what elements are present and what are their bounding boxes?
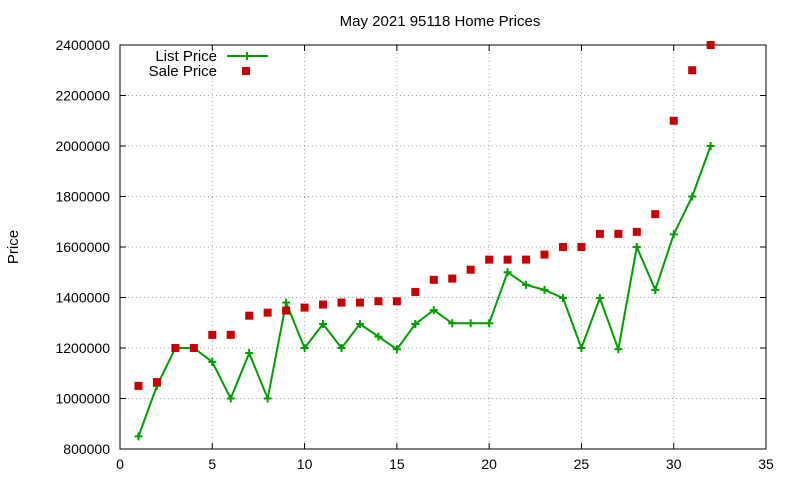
sale-price-point — [411, 287, 420, 296]
list-price-point — [208, 357, 217, 366]
sale-price-point — [263, 308, 272, 317]
sale-price-point — [558, 243, 567, 251]
legend: List Price Sale Price — [149, 48, 268, 80]
x-tick-label: 5 — [208, 456, 216, 472]
sale-price-point — [706, 41, 715, 49]
x-tick-labels: 0 5 10 15 20 25 30 35 — [116, 456, 774, 472]
sale-price-point — [392, 297, 401, 306]
list-price-point — [632, 243, 641, 251]
sale-price-point — [282, 306, 291, 315]
y-tick-label: 800000 — [63, 441, 110, 457]
y-tick-label: 1200000 — [55, 340, 110, 356]
list-price-point — [319, 320, 328, 329]
sale-price-point — [595, 229, 604, 238]
axis-ticks — [119, 44, 767, 450]
list-price-point — [374, 332, 383, 341]
list-price-point — [688, 192, 697, 201]
x-tick-label: 20 — [481, 456, 497, 472]
sale-price-point — [319, 300, 328, 309]
y-tick-label: 1600000 — [55, 239, 110, 255]
x-tick-label: 15 — [389, 456, 405, 472]
sale-price-point — [466, 265, 475, 274]
legend-label-sale-price: Sale Price — [149, 63, 217, 80]
sale-price-point — [632, 227, 641, 236]
list-price-point — [337, 344, 346, 352]
list-price-point — [485, 319, 494, 328]
x-tick-label: 25 — [574, 456, 590, 472]
list-price-point — [614, 345, 623, 354]
legend-label-list-price: List Price — [155, 48, 217, 65]
sale-price-point — [245, 311, 254, 320]
list-price-point — [651, 285, 660, 294]
list-price-point — [466, 319, 475, 328]
list-price-point — [134, 432, 143, 441]
list-price-point — [392, 345, 401, 354]
sale-price-point — [374, 297, 383, 306]
sale-price-point — [300, 303, 309, 312]
list-price-point — [300, 344, 309, 352]
list-price-point — [245, 349, 254, 358]
list-price-point — [448, 319, 457, 328]
sale-price-point — [614, 229, 623, 238]
sale-price-point — [485, 255, 494, 264]
list-price-point — [522, 280, 531, 289]
sale-price-point — [448, 274, 457, 283]
sale-price-point — [522, 255, 531, 264]
legend-swatch-sale-price-marker — [242, 67, 250, 75]
list-price-point — [355, 320, 364, 329]
y-tick-label: 2000000 — [55, 138, 110, 154]
x-tick-label: 35 — [758, 456, 774, 472]
list-price-point — [411, 320, 420, 329]
x-tick-label: 10 — [297, 456, 313, 472]
list-price-line — [137, 145, 712, 437]
sale-price-point — [503, 255, 512, 264]
y-axis-label: Price — [5, 230, 22, 264]
x-tick-label: 0 — [116, 456, 124, 472]
list-price-point — [226, 394, 235, 403]
sale-price-point — [152, 378, 161, 387]
sale-price-point — [688, 66, 697, 75]
list-price-point — [503, 268, 512, 277]
list-price-point — [577, 344, 586, 352]
sale-price-point — [651, 210, 660, 219]
sale-price-point — [171, 344, 180, 352]
list-price-point — [540, 285, 549, 294]
legend-swatch-list-price-marker — [243, 52, 251, 60]
sale-price-point — [540, 250, 549, 259]
sale-price-point — [669, 116, 678, 125]
y-tick-label: 1400000 — [55, 290, 110, 306]
sale-price-point — [134, 381, 143, 390]
list-price-point — [558, 294, 567, 303]
grid-lines — [120, 45, 766, 449]
chart-title: May 2021 95118 Home Prices — [340, 13, 541, 30]
list-price-point — [263, 394, 272, 403]
series-marks — [134, 41, 715, 441]
sale-price-point — [577, 243, 586, 251]
y-tick-labels: 800000 1000000 1200000 1400000 1600000 180000… — [55, 37, 110, 457]
y-tick-label: 1000000 — [55, 391, 110, 407]
y-tick-label: 2400000 — [55, 37, 110, 53]
list-price-point — [595, 294, 604, 303]
list-price-point — [669, 230, 678, 239]
list-price-point — [282, 298, 291, 307]
list-price-point — [706, 142, 715, 150]
sale-price-point — [355, 298, 364, 307]
sale-price-point — [337, 298, 346, 307]
sale-price-point — [208, 330, 217, 339]
sale-price-point — [226, 330, 235, 339]
list-price-point — [429, 306, 438, 315]
x-tick-label: 30 — [666, 456, 682, 472]
sale-price-point — [429, 275, 438, 284]
sale-price-point — [189, 344, 198, 352]
y-tick-label: 1800000 — [55, 189, 110, 205]
y-tick-label: 2200000 — [55, 88, 110, 104]
